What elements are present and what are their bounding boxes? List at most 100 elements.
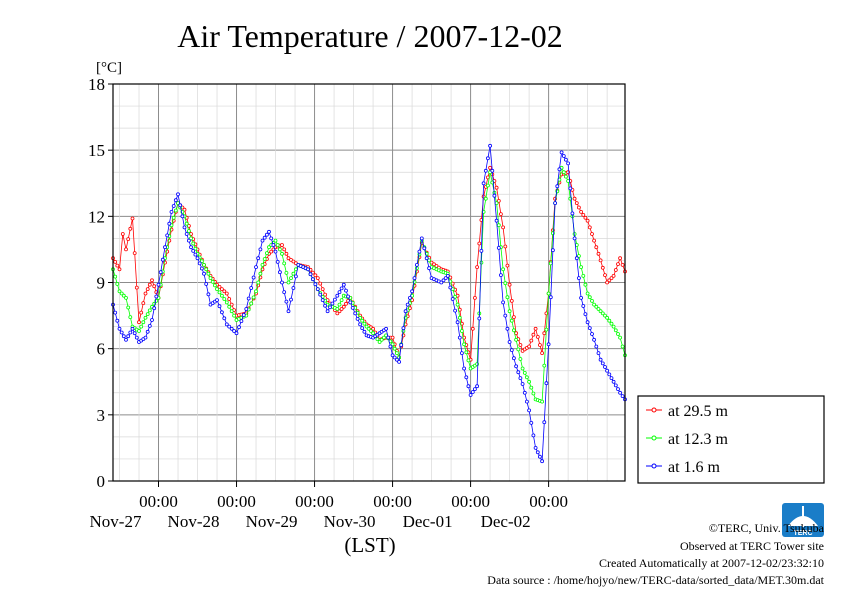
- series-point: [496, 223, 501, 228]
- series-point: [137, 329, 141, 333]
- series-point: [564, 174, 568, 179]
- series-point: [531, 332, 536, 337]
- series-point: [392, 355, 397, 360]
- series-point: [328, 305, 332, 310]
- series-point: [208, 276, 213, 281]
- series-point: [590, 298, 594, 303]
- grid: [113, 84, 625, 481]
- series-point: [269, 236, 274, 241]
- series-point: [344, 288, 348, 293]
- x-tick-label-time: 00:00: [139, 492, 178, 511]
- series-point: [315, 287, 320, 292]
- series-point: [457, 315, 462, 320]
- series-point: [224, 291, 229, 296]
- series-point: [141, 301, 146, 306]
- series-point: [439, 280, 444, 285]
- series-point: [544, 381, 549, 386]
- series-point: [189, 236, 193, 241]
- series-point: [600, 265, 605, 270]
- series-point: [466, 358, 471, 363]
- series-point: [239, 319, 244, 324]
- series-point: [219, 287, 224, 292]
- series-point: [277, 270, 282, 275]
- series-point: [121, 293, 126, 298]
- y-axis-unit: [°C]: [96, 60, 122, 76]
- series-point: [377, 340, 382, 344]
- series-point: [332, 297, 337, 302]
- series-point: [237, 325, 241, 330]
- series-point: [596, 307, 601, 311]
- series-point: [561, 154, 566, 158]
- series-point: [505, 263, 510, 268]
- series-point: [410, 289, 415, 294]
- series-point: [529, 385, 534, 390]
- series-point: [605, 315, 609, 320]
- series-point: [126, 334, 131, 339]
- y-tick-label: 12: [88, 207, 105, 226]
- series-point: [594, 304, 599, 309]
- series-point: [335, 307, 340, 311]
- series-point: [258, 247, 263, 252]
- series-point: [134, 285, 139, 290]
- series-point: [392, 346, 397, 351]
- series-point: [126, 237, 131, 242]
- legend-box: [637, 395, 825, 484]
- series-point: [206, 271, 211, 276]
- series-point: [178, 203, 183, 208]
- series-point: [251, 275, 256, 280]
- series-point: [355, 316, 360, 321]
- series-point: [479, 248, 484, 253]
- series-point: [132, 331, 137, 336]
- series-point: [592, 238, 596, 243]
- series-point: [199, 259, 204, 264]
- y-tick-label: 15: [88, 141, 105, 160]
- series-point: [251, 295, 256, 300]
- series-point: [229, 309, 234, 314]
- x-tick-label-date: Nov-30: [324, 512, 376, 531]
- series-point: [613, 328, 618, 333]
- series-point: [600, 361, 605, 366]
- series-point: [256, 256, 261, 261]
- series-point: [607, 372, 612, 377]
- series-point: [600, 311, 605, 316]
- series-point: [291, 271, 296, 276]
- series-point: [587, 225, 592, 230]
- series-point: [282, 290, 287, 295]
- series-point: [585, 320, 590, 325]
- series-point: [496, 245, 501, 250]
- series-point: [202, 262, 206, 267]
- series-point: [583, 282, 588, 287]
- series-point: [284, 251, 289, 256]
- series-point: [173, 198, 178, 203]
- series-point: [128, 226, 133, 231]
- series-point: [603, 365, 607, 369]
- series-point: [368, 329, 373, 333]
- series-point: [254, 289, 258, 294]
- series-point: [441, 278, 446, 283]
- series-point: [516, 370, 521, 375]
- series-point: [264, 232, 269, 237]
- series-point: [145, 312, 150, 317]
- series-point: [275, 259, 280, 264]
- y-tick-label: 18: [88, 75, 105, 94]
- series-point: [527, 344, 531, 349]
- series-point: [219, 310, 224, 315]
- series-point: [459, 329, 464, 333]
- series-point: [551, 248, 555, 253]
- series-point: [320, 287, 325, 292]
- series-point: [407, 295, 412, 300]
- series-point: [412, 276, 417, 281]
- series-point: [605, 368, 609, 373]
- chart-title: Air Temperature / 2007-12-02: [177, 18, 563, 54]
- series-point: [117, 326, 122, 331]
- series-point: [618, 390, 622, 395]
- series-point: [475, 265, 480, 270]
- x-tick-label-date: Nov-29: [246, 512, 298, 531]
- series-point: [503, 313, 508, 318]
- series-point: [273, 238, 278, 243]
- x-tick-label-time: 00:00: [451, 492, 490, 511]
- legend-label: at 1.6 m: [668, 459, 721, 476]
- series-point: [130, 326, 135, 331]
- series-point: [217, 284, 222, 289]
- series-point: [509, 298, 514, 303]
